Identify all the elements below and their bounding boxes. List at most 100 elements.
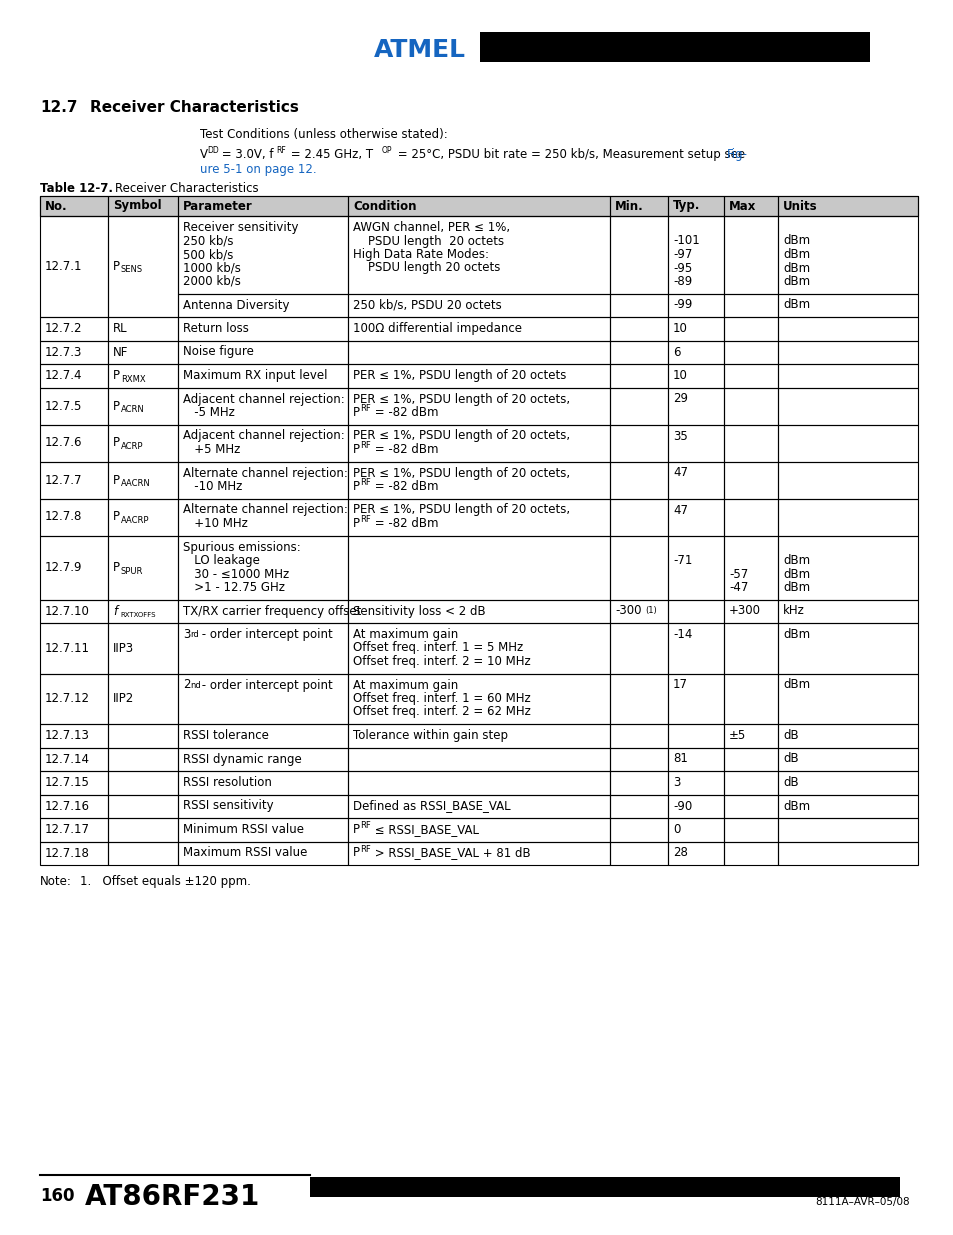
Bar: [40, 499, 108, 536]
Text: At maximum gain: At maximum gain: [353, 678, 457, 692]
Text: Fig-: Fig-: [726, 148, 747, 161]
Text: > RSSI_BASE_VAL + 81 dB: > RSSI_BASE_VAL + 81 dB: [371, 846, 530, 860]
Bar: [609, 622, 667, 673]
Text: AWGN channel, PER ≤ 1%,: AWGN channel, PER ≤ 1%,: [353, 221, 510, 233]
Bar: [178, 599, 348, 622]
Text: 3: 3: [672, 776, 679, 789]
Text: 1000 kb/s: 1000 kb/s: [183, 262, 240, 274]
Bar: [778, 388, 917, 425]
Text: ≤ RSSI_BASE_VAL: ≤ RSSI_BASE_VAL: [371, 823, 478, 836]
Bar: [108, 818, 178, 841]
Text: 10: 10: [672, 369, 687, 382]
Bar: [667, 673, 723, 724]
Text: dBm: dBm: [782, 629, 809, 641]
Bar: [108, 341, 178, 364]
Text: 12.7.17: 12.7.17: [45, 824, 90, 836]
Bar: [609, 599, 667, 622]
Text: Receiver Characteristics: Receiver Characteristics: [115, 182, 258, 195]
Bar: [178, 425, 348, 462]
Text: Table 12-7.: Table 12-7.: [40, 182, 112, 195]
Bar: [479, 32, 869, 62]
Bar: [108, 317, 178, 341]
Bar: [609, 294, 667, 317]
Bar: [40, 724, 108, 747]
Text: 17: 17: [672, 678, 687, 692]
Text: RXTXOFFS: RXTXOFFS: [120, 611, 155, 618]
Bar: [178, 818, 348, 841]
Bar: [348, 841, 609, 864]
Bar: [40, 317, 108, 341]
Text: ATMEL: ATMEL: [374, 38, 465, 62]
Bar: [40, 747, 108, 771]
Text: 47: 47: [672, 467, 687, 479]
Bar: [667, 196, 723, 216]
Bar: [108, 216, 178, 317]
Text: RF: RF: [359, 404, 371, 412]
Bar: [609, 341, 667, 364]
Bar: [40, 216, 108, 317]
Bar: [778, 341, 917, 364]
Bar: [667, 599, 723, 622]
Text: dBm: dBm: [782, 568, 809, 580]
Bar: [667, 499, 723, 536]
Bar: [723, 794, 778, 818]
Bar: [609, 317, 667, 341]
Text: ±5: ±5: [728, 729, 745, 742]
Bar: [609, 536, 667, 599]
Text: Max: Max: [728, 200, 756, 212]
Text: 3: 3: [183, 629, 191, 641]
Text: -90: -90: [672, 799, 692, 813]
Bar: [178, 216, 348, 294]
Bar: [778, 818, 917, 841]
Bar: [178, 364, 348, 388]
Text: Maximum RX input level: Maximum RX input level: [183, 369, 327, 382]
Bar: [348, 499, 609, 536]
Bar: [778, 196, 917, 216]
Bar: [108, 388, 178, 425]
Bar: [178, 673, 348, 724]
Bar: [778, 462, 917, 499]
Bar: [778, 536, 917, 599]
Text: RF: RF: [359, 845, 371, 853]
Text: Antenna Diversity: Antenna Diversity: [183, 299, 289, 311]
Bar: [178, 499, 348, 536]
Bar: [667, 724, 723, 747]
Text: 12.7: 12.7: [40, 100, 77, 115]
Bar: [40, 425, 108, 462]
Text: Tolerance within gain step: Tolerance within gain step: [353, 729, 507, 742]
Text: RSSI dynamic range: RSSI dynamic range: [183, 752, 301, 766]
Text: +5 MHz: +5 MHz: [183, 443, 240, 456]
Bar: [609, 673, 667, 724]
Text: At maximum gain: At maximum gain: [353, 629, 457, 641]
Bar: [40, 841, 108, 864]
Bar: [609, 425, 667, 462]
Bar: [348, 622, 609, 673]
Bar: [40, 622, 108, 673]
Text: = -82 dBm: = -82 dBm: [371, 443, 438, 456]
Bar: [178, 724, 348, 747]
Text: PER ≤ 1%, PSDU length of 20 octets: PER ≤ 1%, PSDU length of 20 octets: [353, 369, 566, 382]
Text: 6: 6: [672, 346, 679, 358]
Text: +300: +300: [728, 604, 760, 618]
Bar: [348, 536, 609, 599]
Text: 12.7.13: 12.7.13: [45, 729, 90, 742]
Text: Units: Units: [782, 200, 817, 212]
Bar: [667, 317, 723, 341]
Text: >1 - 12.75 GHz: >1 - 12.75 GHz: [183, 580, 285, 594]
Text: Receiver Characteristics: Receiver Characteristics: [90, 100, 298, 115]
Text: dBm: dBm: [782, 235, 809, 247]
Bar: [108, 462, 178, 499]
Text: RF: RF: [359, 515, 371, 524]
Text: RSSI sensitivity: RSSI sensitivity: [183, 799, 274, 813]
Text: 12.7.9: 12.7.9: [45, 561, 82, 574]
Bar: [778, 216, 917, 294]
Text: P: P: [353, 406, 359, 419]
Text: P: P: [112, 561, 120, 574]
Text: 12.7.15: 12.7.15: [45, 777, 90, 789]
Bar: [40, 794, 108, 818]
Text: - order intercept point: - order intercept point: [198, 629, 333, 641]
Bar: [108, 364, 178, 388]
Text: PER ≤ 1%, PSDU length of 20 octets,: PER ≤ 1%, PSDU length of 20 octets,: [353, 504, 570, 516]
Bar: [667, 462, 723, 499]
Bar: [667, 622, 723, 673]
